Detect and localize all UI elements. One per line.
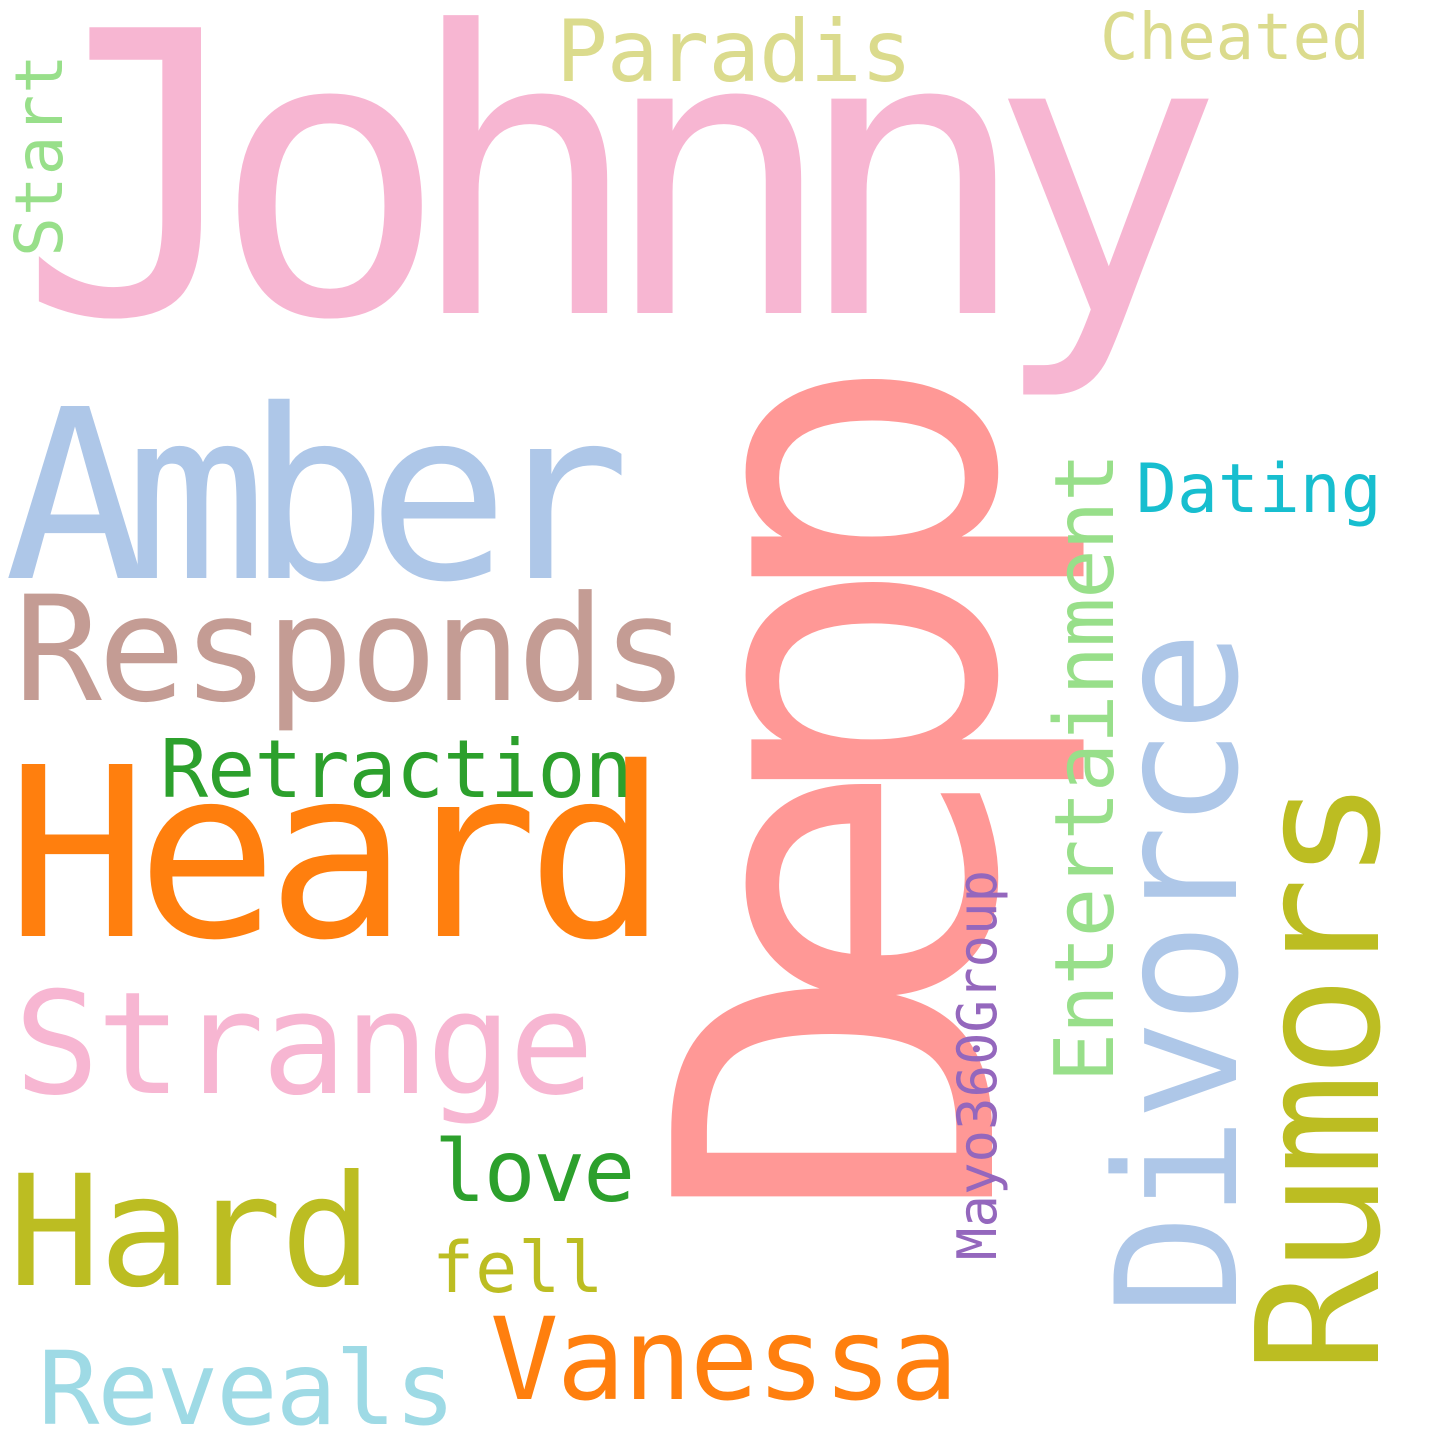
word-responds: Responds (14, 565, 689, 735)
word-retraction: Retraction (160, 723, 633, 816)
word-dating: Dating (1136, 450, 1382, 529)
word-cheated: Cheated (1100, 1, 1370, 75)
word-hard: Hard (8, 1143, 373, 1322)
word-strange: Strange (14, 962, 594, 1127)
word-reveals: Reveals (38, 1330, 456, 1440)
word-johnny: Johnny (18, 0, 1224, 406)
word-love: love (434, 1122, 635, 1222)
word-heard: Heard (6, 717, 668, 992)
word-entertainment: Entertainment (1038, 453, 1133, 1083)
word-vanessa: Vanessa (490, 1293, 958, 1426)
word-rumors: Rumors (1221, 782, 1419, 1374)
word-start: Start (1, 53, 78, 257)
word-fell: fell (432, 1227, 605, 1309)
word-amber: Amber (4, 359, 630, 634)
word-mayo360group: Mayo360Group (946, 869, 1009, 1261)
word-paradis: Paradis (556, 2, 912, 102)
